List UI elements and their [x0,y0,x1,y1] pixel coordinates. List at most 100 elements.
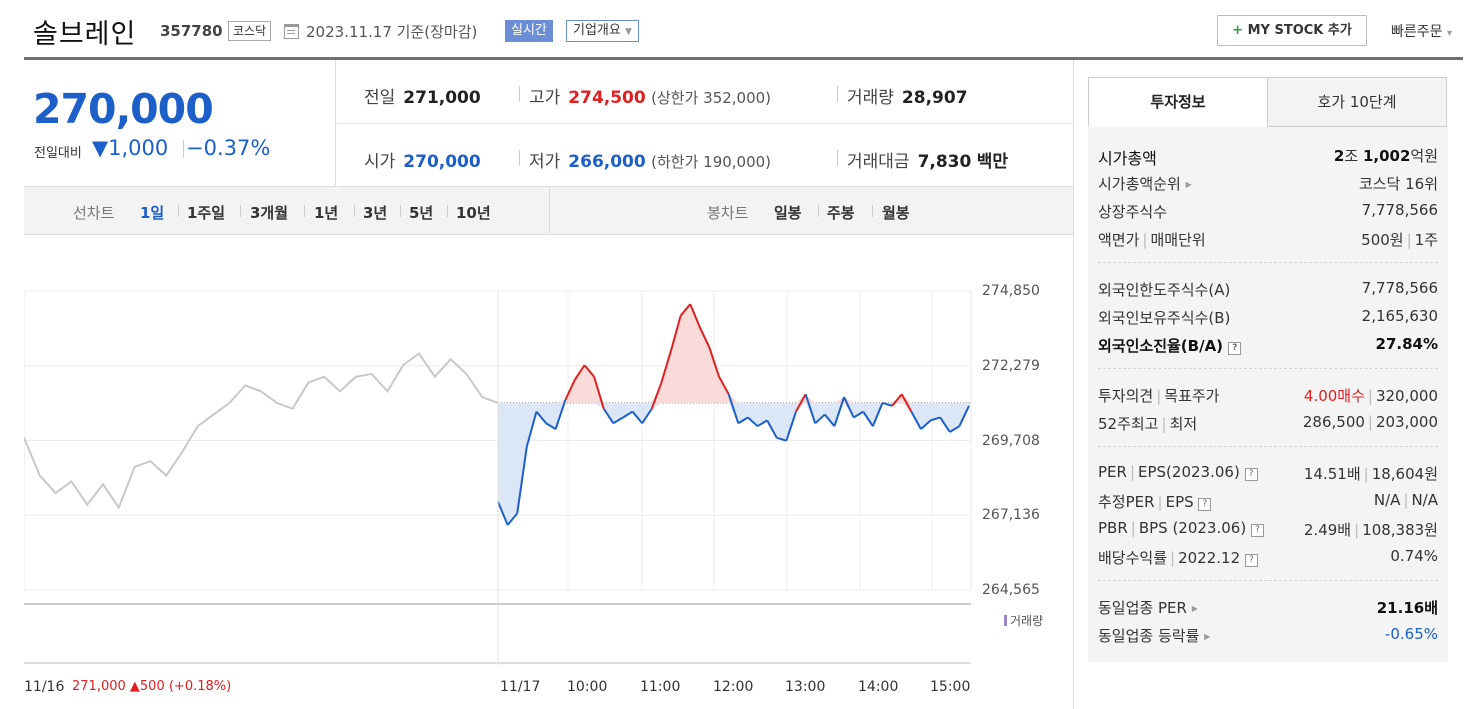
x-tick-label: 11/17 [500,679,541,695]
prev-close-value: 271,000 [403,88,481,108]
line-chart-label: 선차트 [73,204,115,222]
tab-monthly-candle[interactable]: 월봉 [882,204,910,222]
52week-low-value: 203,000 [1375,413,1438,431]
series-line-down [804,393,817,424]
help-icon[interactable]: ? [1228,342,1242,355]
est-per-label: 추정PER | EPS ? [1098,491,1212,512]
series-line-down [602,408,615,424]
help-icon[interactable]: ? [1244,554,1258,567]
quick-order-dropdown[interactable]: 빠른주문 ▾ [1391,21,1452,41]
trade-value-label: 거래대금 [847,152,910,172]
divider [837,86,838,102]
tab-10year[interactable]: 10년 [456,204,491,222]
series-line-up [670,315,682,351]
help-icon[interactable]: ? [1198,498,1212,511]
list-item: 배당수익률 | 2022.12 ? 0.74% [1098,547,1438,573]
est-per-value: N/A | N/A [1374,491,1438,509]
lower-limit: (하한가 190,000) [651,153,772,171]
divider [183,140,184,158]
low-label: 저가 [529,152,561,172]
foreign-holding-label: 외국인보유주식수(B) [1098,309,1231,327]
series-line-down [833,396,845,427]
series-line-up [593,376,605,410]
divider: | [1367,413,1373,431]
pbr-value-text: 2.49배 [1303,521,1352,539]
series-line-down [766,419,778,439]
par-value-value: 500원 | 1주 [1361,229,1438,250]
series-line-down [622,410,634,419]
listed-shares-value: 7,778,566 [1361,201,1438,219]
tab-1day[interactable]: 1일 [140,204,165,222]
invest-info-body: 시가총액 2조 1,002억원 시가총액순위 ▶ 코스닥 16위 상장주식수 7… [1088,127,1448,662]
plus-icon: + [1232,23,1244,38]
market-cap-value: 2조 1,002억원 [1333,147,1438,165]
price-chart-svg [24,290,972,665]
open-label: 시가 [364,152,396,172]
trade-value-unit: 백만 [976,152,1009,172]
x-tick-label: 10:00 [567,679,608,695]
divider [818,205,819,217]
add-my-stock-button[interactable]: + MY STOCK 추가 [1217,15,1367,46]
quick-order-label: 빠른주문 [1391,24,1443,40]
series-line-up [891,393,903,407]
quote-grid: 전일 271,000 고가 274,500 (상한가 352,000) 거래량 28,… [337,60,1073,187]
volume-legend: 거래량 [1004,612,1043,629]
help-icon[interactable]: ? [1244,468,1258,481]
series-line-up [574,364,586,381]
divider [549,187,550,235]
tab-1year[interactable]: 1년 [314,204,339,222]
eps-label: EPS(2023.06) [1138,463,1240,481]
realtime-button[interactable]: 실시간 [505,20,553,42]
opinion-label-text: 투자의견 [1098,387,1154,405]
par-value: 500원 [1361,231,1404,249]
dividend-label-text: 배당수익률 [1098,549,1168,567]
divider [447,205,448,217]
tab-3year[interactable]: 3년 [363,204,388,222]
divider: | [1130,519,1136,537]
current-price-box: 270,000 전일대비 ▼1,000 −0.37% [24,60,336,187]
opinion-label: 투자의견 | 목표주가 [1098,385,1219,406]
header-divider [24,57,1463,60]
divider: | [1157,493,1163,511]
open-value: 270,000 [403,152,481,172]
52week-label: 52주최고 | 최저 [1098,413,1197,434]
tab-3month[interactable]: 3개월 [250,204,289,222]
divider: | [1367,387,1373,405]
rank-label-text: 시가총액순위 [1098,175,1181,193]
tab-weekly-candle[interactable]: 주봉 [827,204,855,222]
series-line-down [920,419,932,430]
52week-high-value: 286,500 [1302,413,1365,431]
divider [304,205,305,217]
tab-daily-candle[interactable]: 일봉 [774,204,802,222]
series-line-down [497,501,509,526]
52week-high-label: 52주최고 [1098,415,1159,433]
dividend-period: 2022.12 [1178,549,1241,567]
my-stock-label: MY STOCK 추가 [1247,23,1352,38]
series-line-down [958,405,970,427]
industry-per-link[interactable]: 동일업종 PER ▶ 21.16배 [1098,597,1438,623]
tab-5year[interactable]: 5년 [409,204,434,222]
help-icon[interactable]: ? [1250,524,1264,537]
series-line-down [843,396,855,418]
stock-header: 솔브레인 357780 코스닥 2023.11.17 기준(장마감) 실시간 기… [0,0,1474,60]
foreign-exhaustion-number: 27.84% [1375,335,1438,353]
divider [837,150,838,166]
legend-swatch [1004,615,1007,626]
series-line-down [776,436,787,442]
market-cap-rank-link[interactable]: 시가총액순위 ▶ 코스닥 16위 [1098,173,1438,199]
divider [337,123,1073,124]
per-value-text: 14.51배 [1303,465,1361,483]
list-item: 외국인한도주식수(A) 7,778,566 [1098,279,1438,305]
company-overview-dropdown[interactable]: 기업개요 ▼ [566,20,639,42]
foreign-limit-value: 7,778,566 [1361,279,1438,297]
list-item: 시가총액 2조 1,002억원 [1098,145,1438,171]
series-line-up [708,347,721,378]
industry-change-link[interactable]: 동일업종 등락률 ▶ -0.65% [1098,625,1438,651]
tab-invest-info[interactable]: 투자정보 [1088,77,1268,127]
series-line-down [554,399,567,430]
tab-1week[interactable]: 1주일 [187,204,226,222]
tab-order-book[interactable]: 호가 10단계 [1267,77,1447,127]
high-label: 고가 [529,88,561,108]
series-line-down [545,422,557,430]
chevron-down-icon: ▼ [624,27,632,37]
